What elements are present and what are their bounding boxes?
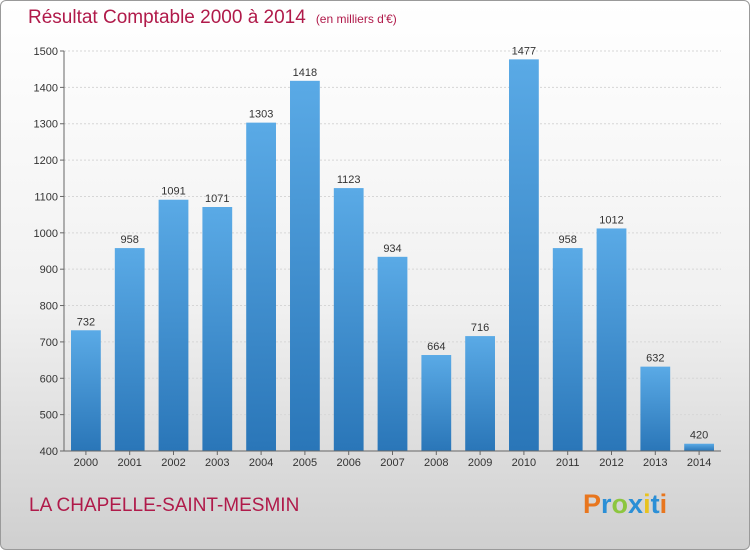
y-tick-label: 1400 <box>34 82 58 94</box>
y-tick-label: 1200 <box>34 155 58 167</box>
y-tick-label: 800 <box>40 301 58 313</box>
y-tick-label: 1500 <box>34 46 58 58</box>
bar <box>552 248 583 451</box>
bar-value-label: 958 <box>121 234 139 246</box>
proxiti-logo: Proxiti <box>583 489 667 520</box>
x-tick-label: 2013 <box>643 457 667 469</box>
x-tick-label: 2004 <box>249 457 273 469</box>
bar-value-label: 664 <box>427 341 445 353</box>
y-tick-label: 400 <box>40 446 58 458</box>
logo-letter: o <box>611 489 629 519</box>
y-tick-label: 1000 <box>34 228 58 240</box>
x-tick-label: 2006 <box>336 457 360 469</box>
y-tick-label: 700 <box>40 337 58 349</box>
bar <box>509 59 539 451</box>
y-tick-label: 1300 <box>34 119 58 131</box>
y-axis: 400 500 600 700 800 900 1000 1100 1200 1300 1400 15… <box>34 46 65 458</box>
x-tick-label: 2003 <box>205 457 229 469</box>
city-name: LA CHAPELLE-SAINT-MESMIN <box>29 495 300 516</box>
bar <box>421 355 452 451</box>
x-tick-label: 2014 <box>687 457 711 469</box>
x-tick-label: 2011 <box>556 457 580 469</box>
chart-unit: (en milliers d'€) <box>315 12 397 26</box>
bar <box>333 188 364 451</box>
bar-value-label: 958 <box>559 234 577 246</box>
bar <box>684 443 714 451</box>
bar <box>465 336 495 451</box>
x-tick-label: 2002 <box>161 457 185 469</box>
bar <box>377 256 408 451</box>
bar-value-label: 1477 <box>512 45 536 57</box>
x-tick-label: 2010 <box>512 457 536 469</box>
bar-value-label: 716 <box>471 322 489 334</box>
chart-title-text: Résultat Comptable 2000 à 2014 <box>28 7 306 28</box>
y-tick-label: 900 <box>40 264 58 276</box>
x-tick-label: 2009 <box>468 457 492 469</box>
bar-value-label: 420 <box>690 430 708 442</box>
bar <box>290 80 320 452</box>
x-tick-label: 2008 <box>424 457 448 469</box>
y-tick-label: 500 <box>40 410 58 422</box>
logo-letter: P <box>583 489 602 519</box>
bar <box>202 207 233 451</box>
x-tick-label: 2000 <box>74 457 98 469</box>
x-tick-label: 2005 <box>293 457 317 469</box>
bar <box>246 122 276 452</box>
logo-letter: i <box>643 489 651 519</box>
logo-letter: i <box>659 489 668 519</box>
logo-letter: t <box>650 489 660 519</box>
bar <box>640 366 671 451</box>
bar-value-label: 1071 <box>205 193 229 205</box>
bar-value-label: 632 <box>646 353 664 365</box>
bar-value-label: 1012 <box>599 214 623 226</box>
chart-title: Résultat Comptable 2000 à 2014 (en millie… <box>28 7 397 29</box>
x-axis: 2000 2001 2002 2003 2004 2005 2006 2007 2008 2009… <box>64 450 721 469</box>
y-tick-label: 1100 <box>34 191 58 203</box>
bar-value-label: 934 <box>383 243 401 255</box>
x-tick-label: 2007 <box>380 457 404 469</box>
bar-value-label: 1303 <box>249 109 273 121</box>
bar-value-label: 732 <box>77 316 95 328</box>
bar-value-label: 1418 <box>293 67 317 79</box>
bar <box>596 228 627 451</box>
bar <box>114 248 145 451</box>
y-tick-label: 600 <box>40 373 58 385</box>
bar <box>158 199 189 451</box>
bar-value-label: 1091 <box>161 186 185 198</box>
bar <box>71 330 101 451</box>
x-tick-label: 2012 <box>599 457 623 469</box>
logo-letter: r <box>601 489 612 519</box>
logo-letter: x <box>628 489 644 519</box>
bars: 732 958 1091 1071 1303 1418 1123 934 664 716 1477 9… <box>71 45 714 452</box>
bar-value-label: 1123 <box>337 174 361 186</box>
x-tick-label: 2001 <box>117 457 141 469</box>
